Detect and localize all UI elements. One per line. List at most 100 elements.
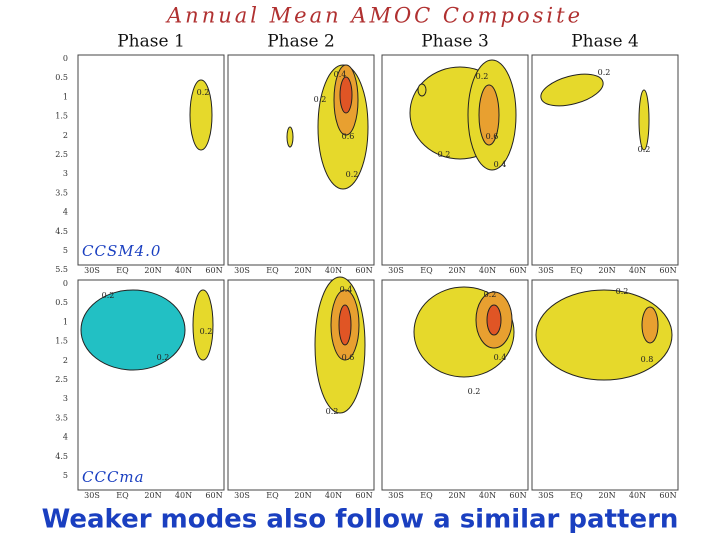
contour-panel: 0.2 0.4 0.2 30S EQ 20N 40N 60N (381, 279, 529, 500)
x-tick-label: 40N (325, 491, 342, 500)
y-tick-label: 2 (63, 131, 68, 140)
x-tick-label: 60N (205, 266, 222, 275)
y-tick-label: 4 (63, 208, 68, 217)
contour-region (192, 289, 214, 361)
contour-region (339, 76, 353, 114)
y-tick-label: 3.5 (55, 188, 68, 197)
x-tick-label: 20N (598, 491, 615, 500)
x-tick-label: 20N (144, 266, 161, 275)
contour-region (338, 304, 352, 346)
x-tick-label: 40N (175, 266, 192, 275)
y-tick-label: 1.5 (55, 337, 68, 346)
contour-region (417, 83, 427, 97)
x-tick-label: EQ (266, 491, 279, 500)
contour-region (540, 73, 604, 107)
contour-region (286, 126, 294, 148)
title: Annual Mean AMOC Composite (165, 4, 583, 28)
contour-label: 0.2 (616, 287, 629, 296)
contour-panel: 0.4 0.6 0.2 30S EQ 20N 40N 60N (227, 276, 375, 500)
phase-label: Phase 2 (267, 32, 335, 52)
x-tick-label: 60N (659, 491, 676, 500)
contour-label: 0.4 (494, 353, 507, 362)
y-tick-label: 5.5 (55, 265, 68, 274)
y-tick-label: 0.5 (55, 298, 68, 307)
y-tick-label: 0 (63, 279, 68, 288)
phase-label: Phase 1 (117, 32, 185, 52)
x-tick-label: EQ (116, 266, 129, 275)
model-label: CCCma (82, 468, 145, 486)
x-tick-label: 20N (294, 266, 311, 275)
y-tick-label: 2 (63, 356, 68, 365)
contour-panel: 0.2 0.2 0.2 30S EQ 20N 40N 60N (77, 279, 225, 500)
x-tick-label: 30S (538, 491, 554, 500)
x-tick-label: 60N (509, 491, 526, 500)
x-tick-label: 60N (205, 491, 222, 500)
contour-label: 0.2 (438, 150, 451, 159)
contour-region (638, 89, 650, 151)
contour-label: 0.6 (342, 353, 355, 362)
contour-panel: 0.2 0.2 30S EQ 20N 40N 60N (531, 54, 679, 275)
contour-label: 0.2 (598, 68, 611, 77)
contour-label: 0.2 (326, 407, 339, 416)
y-tick-label: 5 (63, 246, 68, 255)
x-tick-label: 20N (144, 491, 161, 500)
x-tick-label: 30S (234, 491, 250, 500)
contour-region (80, 289, 186, 371)
x-tick-label: 30S (538, 266, 554, 275)
contour-label: 0.2 (200, 327, 213, 336)
y-tick-label: 4.5 (55, 452, 68, 461)
contour-label: 0.6 (486, 132, 499, 141)
x-tick-label: EQ (116, 491, 129, 500)
x-tick-label: 30S (388, 491, 404, 500)
y-tick-label: 0.5 (55, 73, 68, 82)
x-tick-label: 40N (325, 266, 342, 275)
contour-label: 0.2 (197, 88, 210, 97)
y-tick-label: 1.5 (55, 112, 68, 121)
y-tick-label: 4 (63, 433, 68, 442)
x-tick-label: 60N (659, 266, 676, 275)
x-tick-label: 40N (479, 491, 496, 500)
contour-label: 0.2 (346, 170, 359, 179)
x-tick-label: 20N (294, 491, 311, 500)
contour-panel: 0.2 0.2 0.6 0.4 30S EQ 20N 40N 60N (381, 54, 529, 275)
phase-label: Phase 3 (421, 32, 489, 52)
contour-label: 0.4 (494, 160, 507, 169)
x-tick-label: EQ (420, 491, 433, 500)
x-tick-label: 40N (629, 266, 646, 275)
contour-region (189, 79, 213, 151)
contour-region (478, 84, 500, 146)
x-tick-label: 60N (509, 266, 526, 275)
contour-label: 0.4 (334, 70, 347, 79)
panels: Phase 1 Phase 2 Phase 3 Phase 4 0 0.5 1 1.5 2 2.5… (55, 32, 679, 500)
y-tick-label: 2.5 (55, 150, 68, 159)
y-tick-label: 1 (63, 92, 68, 101)
contour-panel: 0.2 30S EQ 20N 40N 60N (77, 54, 225, 275)
x-tick-label: 40N (629, 491, 646, 500)
y-tick-label: 3.5 (55, 413, 68, 422)
x-tick-label: 20N (448, 266, 465, 275)
caption: Weaker modes also follow a similar patte… (42, 505, 679, 535)
x-tick-label: 30S (84, 491, 100, 500)
x-tick-label: 30S (388, 266, 404, 275)
phase-label: Phase 4 (571, 32, 639, 52)
contour-region (486, 304, 502, 336)
contour-region (641, 306, 659, 344)
x-tick-label: EQ (570, 266, 583, 275)
contour-region (535, 289, 673, 381)
contour-label: 0.2 (468, 387, 481, 396)
contour-panel: 0.2 0.8 30S EQ 20N 40N 60N (531, 279, 679, 500)
x-tick-label: 20N (598, 266, 615, 275)
contour-label: 0.6 (342, 132, 355, 141)
contour-label: 0.4 (340, 285, 353, 294)
contour-label: 0.8 (641, 355, 654, 364)
y-tick-label: 4.5 (55, 227, 68, 236)
contour-panel: 0.4 0.2 0.6 0.2 30S EQ 20N 40N 60N (227, 54, 375, 275)
contour-label: 0.2 (157, 353, 170, 362)
contour-label: 0.2 (314, 95, 327, 104)
x-tick-label: 30S (84, 266, 100, 275)
x-tick-label: EQ (420, 266, 433, 275)
x-tick-label: 60N (355, 266, 372, 275)
contour-label: 0.2 (476, 72, 489, 81)
x-tick-label: EQ (266, 266, 279, 275)
